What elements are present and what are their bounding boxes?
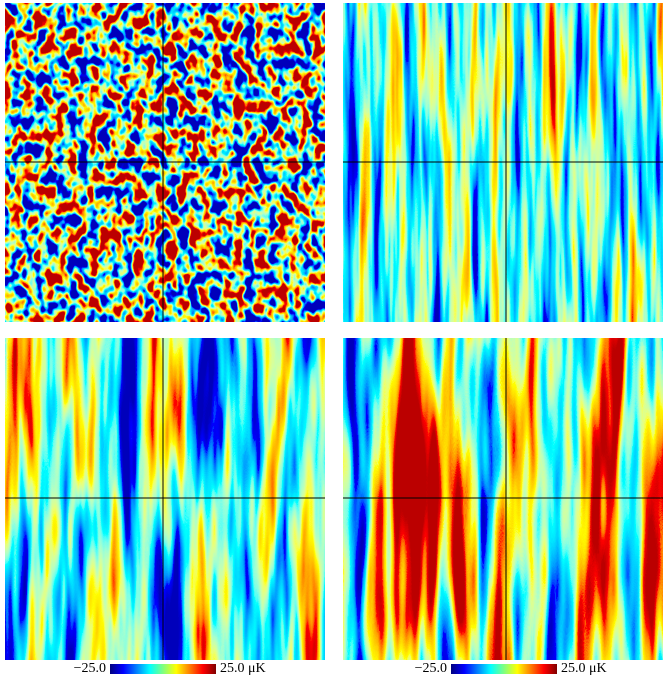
colorbar-max-label: 25.0 μK [561, 661, 607, 676]
colorbar-min-label: −25.0 [74, 661, 106, 676]
map [343, 338, 663, 660]
map [5, 338, 325, 660]
colorbar-gradient [110, 664, 216, 674]
colorbar-gradient [451, 664, 557, 674]
colorbar: −25.0 25.0 μK [415, 661, 607, 676]
map-panel [5, 338, 325, 660]
colorbar: −25.0 25.0 μK [74, 661, 266, 676]
colorbar-max-label: 25.0 μK [220, 661, 266, 676]
map-panel [343, 3, 663, 322]
map-panel [5, 3, 325, 322]
colorbar-min-label: −25.0 [415, 661, 447, 676]
map-panel [343, 338, 663, 660]
